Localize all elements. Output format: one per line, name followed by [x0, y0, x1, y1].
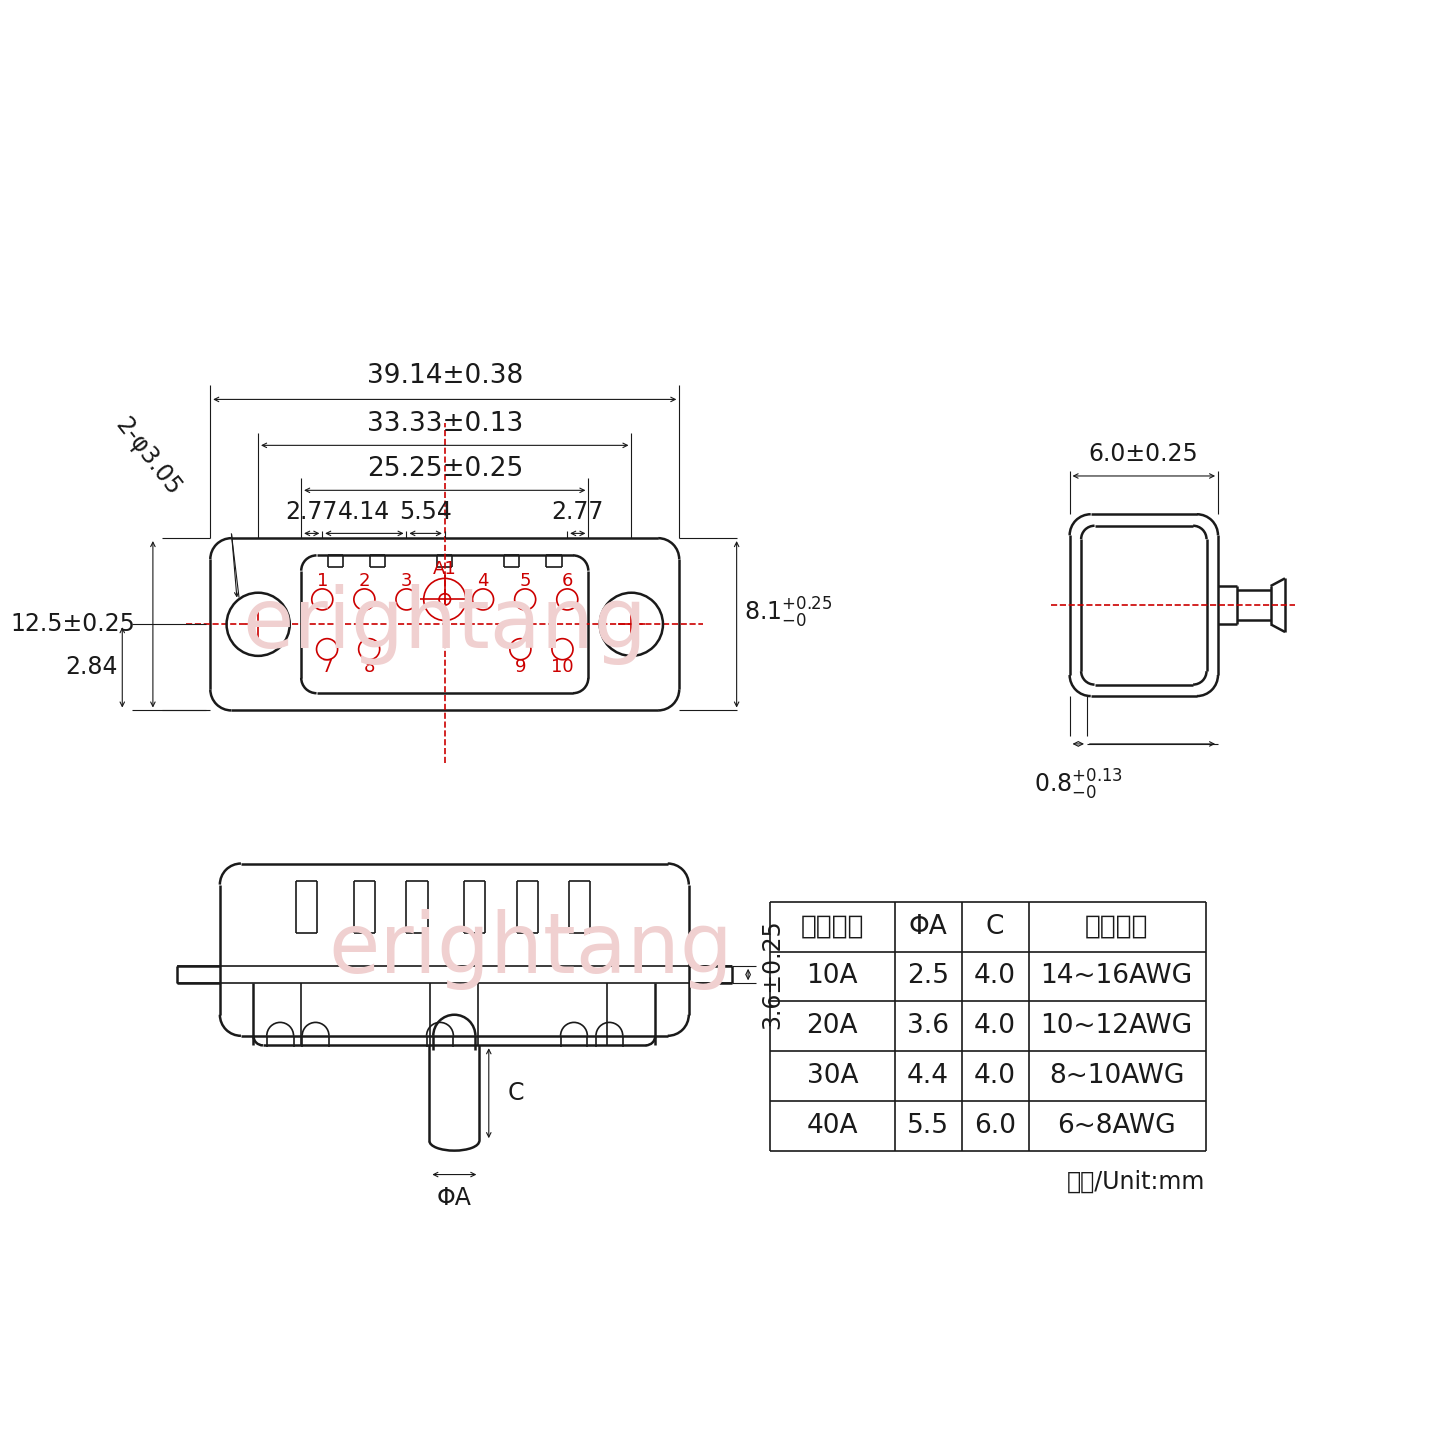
Text: 4.14: 4.14: [338, 500, 390, 524]
Text: $0.8^{+0.13}_{-0}$: $0.8^{+0.13}_{-0}$: [1034, 768, 1123, 802]
Text: 10: 10: [552, 658, 573, 677]
Text: 30A: 30A: [806, 1063, 858, 1089]
Text: 10~12AWG: 10~12AWG: [1041, 1014, 1192, 1040]
Text: 33.33±0.13: 33.33±0.13: [367, 412, 523, 438]
Text: 6.0: 6.0: [973, 1113, 1017, 1139]
Text: 12.5±0.25: 12.5±0.25: [10, 612, 135, 636]
Text: 2.5: 2.5: [907, 963, 949, 989]
Text: A1: A1: [433, 560, 456, 577]
Text: ΦA: ΦA: [909, 914, 948, 940]
Text: 3: 3: [400, 572, 412, 590]
Text: 4: 4: [477, 572, 488, 590]
Text: 额定电流: 额定电流: [801, 914, 864, 940]
Text: 4.0: 4.0: [973, 1063, 1017, 1089]
Text: 5: 5: [520, 572, 531, 590]
Text: erightang: erightang: [328, 909, 733, 991]
Text: 9: 9: [514, 658, 526, 677]
Text: 39.14±0.38: 39.14±0.38: [367, 363, 523, 389]
Text: 6~8AWG: 6~8AWG: [1057, 1113, 1176, 1139]
Text: C: C: [986, 914, 1004, 940]
Text: 2.84: 2.84: [65, 655, 118, 680]
Text: 8: 8: [363, 658, 374, 677]
Text: 25.25±0.25: 25.25±0.25: [367, 456, 523, 482]
Text: 2: 2: [359, 572, 370, 590]
Text: 2-φ3.05: 2-φ3.05: [109, 413, 186, 500]
Text: 4.4: 4.4: [907, 1063, 949, 1089]
Text: 3.6: 3.6: [907, 1014, 949, 1040]
Text: 7: 7: [321, 658, 333, 677]
Text: 线材规格: 线材规格: [1084, 914, 1148, 940]
Text: $8.1^{+0.25}_{-0}$: $8.1^{+0.25}_{-0}$: [744, 596, 832, 629]
Text: 6.0±0.25: 6.0±0.25: [1089, 442, 1198, 467]
Text: 20A: 20A: [806, 1014, 858, 1040]
Text: erightang: erightang: [242, 583, 647, 665]
Text: ΦA: ΦA: [436, 1185, 472, 1210]
Text: 4.0: 4.0: [973, 1014, 1017, 1040]
Text: 2.77: 2.77: [552, 500, 603, 524]
Text: 8~10AWG: 8~10AWG: [1048, 1063, 1184, 1089]
Text: 4.0: 4.0: [973, 963, 1017, 989]
Text: 5.5: 5.5: [907, 1113, 949, 1139]
Text: 14~16AWG: 14~16AWG: [1041, 963, 1192, 989]
Text: 3.6±0.25: 3.6±0.25: [760, 920, 785, 1030]
Text: 10A: 10A: [806, 963, 858, 989]
Text: 40A: 40A: [806, 1113, 858, 1139]
Text: 5.54: 5.54: [399, 500, 452, 524]
Text: C: C: [507, 1081, 524, 1106]
Text: 6: 6: [562, 572, 573, 590]
Text: 单位/Unit:mm: 单位/Unit:mm: [1067, 1169, 1205, 1194]
Text: 1: 1: [317, 572, 328, 590]
Text: 2.77: 2.77: [285, 500, 338, 524]
